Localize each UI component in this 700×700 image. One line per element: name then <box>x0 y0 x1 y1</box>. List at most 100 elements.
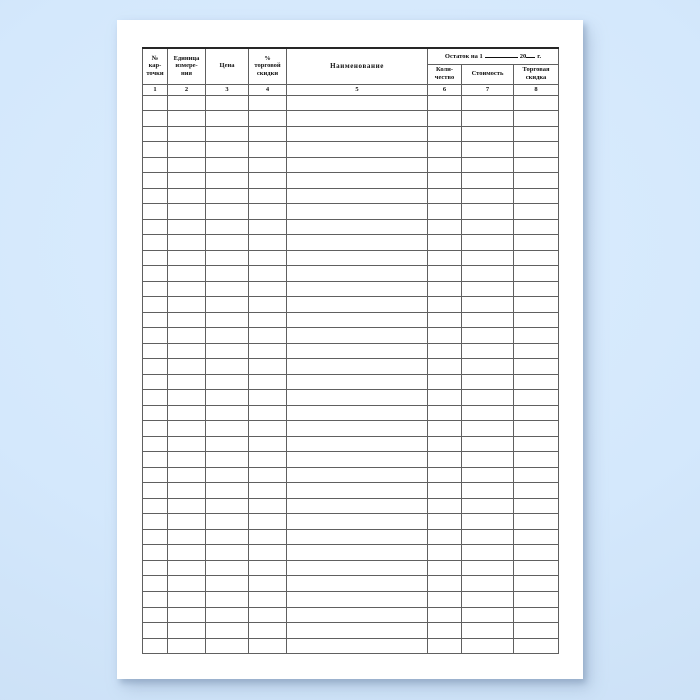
table-row <box>142 544 560 561</box>
table-cell <box>427 482 462 499</box>
table-cell <box>427 420 462 437</box>
table-cell <box>205 327 249 344</box>
table-cell <box>286 482 428 499</box>
table-cell <box>142 591 168 608</box>
table-cell <box>205 482 249 499</box>
table-row <box>142 575 560 592</box>
table-row <box>142 311 560 329</box>
table-cell <box>461 575 514 592</box>
table-cell <box>461 466 514 484</box>
table-cell <box>167 513 206 530</box>
table-cell <box>248 497 287 515</box>
table-cell <box>167 141 206 158</box>
table-cell <box>142 559 168 577</box>
table-cell <box>205 249 249 267</box>
table-cell <box>205 606 249 624</box>
table-cell <box>461 606 514 624</box>
table-cell <box>461 435 514 453</box>
table-cell <box>142 94 168 112</box>
table-cell <box>512 218 560 236</box>
table-cell <box>248 404 287 422</box>
table-row <box>142 373 560 391</box>
table-cell <box>461 234 514 251</box>
table-row <box>142 435 560 453</box>
table-cell <box>167 435 206 453</box>
table-cell <box>286 420 428 437</box>
table-cell <box>286 327 428 344</box>
table-cell <box>248 389 287 406</box>
table-cell <box>461 172 514 189</box>
table-cell <box>142 141 168 158</box>
table-cell <box>142 404 168 422</box>
table-cell <box>167 389 206 406</box>
table-cell <box>142 606 168 624</box>
table-cell <box>427 637 462 655</box>
table-cell <box>286 125 428 143</box>
table-cell <box>461 280 514 298</box>
table-cell <box>142 466 168 484</box>
table-cell <box>142 203 168 220</box>
table-cell <box>205 544 249 561</box>
column-number-cell: 8 <box>512 83 560 96</box>
table-cell <box>427 497 462 515</box>
header-name: Наименование <box>286 47 428 85</box>
table-cell <box>248 311 287 329</box>
table-cell <box>427 559 462 577</box>
table-cell <box>205 125 249 143</box>
table-cell <box>286 435 428 453</box>
table-cell <box>512 591 560 608</box>
table-cell <box>512 296 560 313</box>
table-cell <box>512 637 560 655</box>
table-cell <box>167 466 206 484</box>
table-cell <box>142 218 168 236</box>
table-cell <box>512 234 560 251</box>
table-cell <box>248 94 287 112</box>
table-cell <box>512 249 560 267</box>
table-cell <box>461 249 514 267</box>
table-cell <box>512 311 560 329</box>
blank-year-line <box>526 53 536 58</box>
table-cell <box>142 172 168 189</box>
table-cell <box>205 203 249 220</box>
table-cell <box>427 280 462 298</box>
table-cell <box>512 327 560 344</box>
header-trade-discount-percent: % торговой скидки <box>248 47 287 85</box>
table-row <box>142 280 560 298</box>
table-cell <box>248 466 287 484</box>
table-cell <box>512 94 560 112</box>
table-cell <box>461 637 514 655</box>
table-cell <box>461 110 514 127</box>
table-cell <box>248 234 287 251</box>
table-cell <box>167 482 206 499</box>
table-cell <box>286 575 428 592</box>
table-cell <box>167 420 206 437</box>
table-cell <box>167 172 206 189</box>
table-cell <box>286 94 428 112</box>
table-cell <box>167 637 206 655</box>
table-row <box>142 110 560 127</box>
table-cell <box>167 94 206 112</box>
table-row <box>142 141 560 158</box>
table-cell <box>286 141 428 158</box>
table-cell <box>461 451 514 468</box>
table-cell <box>427 606 462 624</box>
table-cell <box>205 110 249 127</box>
header-cost: Стоимость <box>461 63 514 85</box>
table-cell <box>461 125 514 143</box>
table-cell <box>286 559 428 577</box>
table-cell <box>167 187 206 205</box>
table-cell <box>142 497 168 515</box>
table-cell <box>461 203 514 220</box>
table-cell <box>205 466 249 484</box>
table-cell <box>205 342 249 360</box>
table-cell <box>461 296 514 313</box>
table-cell <box>286 497 428 515</box>
table-cell <box>461 156 514 174</box>
table-cell <box>205 575 249 592</box>
column-numbers-row: 1 2 3 4 5 6 7 8 <box>142 83 560 96</box>
table-cell <box>512 435 560 453</box>
table-cell <box>461 94 514 112</box>
table-cell <box>205 172 249 189</box>
table-cell <box>427 513 462 530</box>
table-cell <box>427 404 462 422</box>
